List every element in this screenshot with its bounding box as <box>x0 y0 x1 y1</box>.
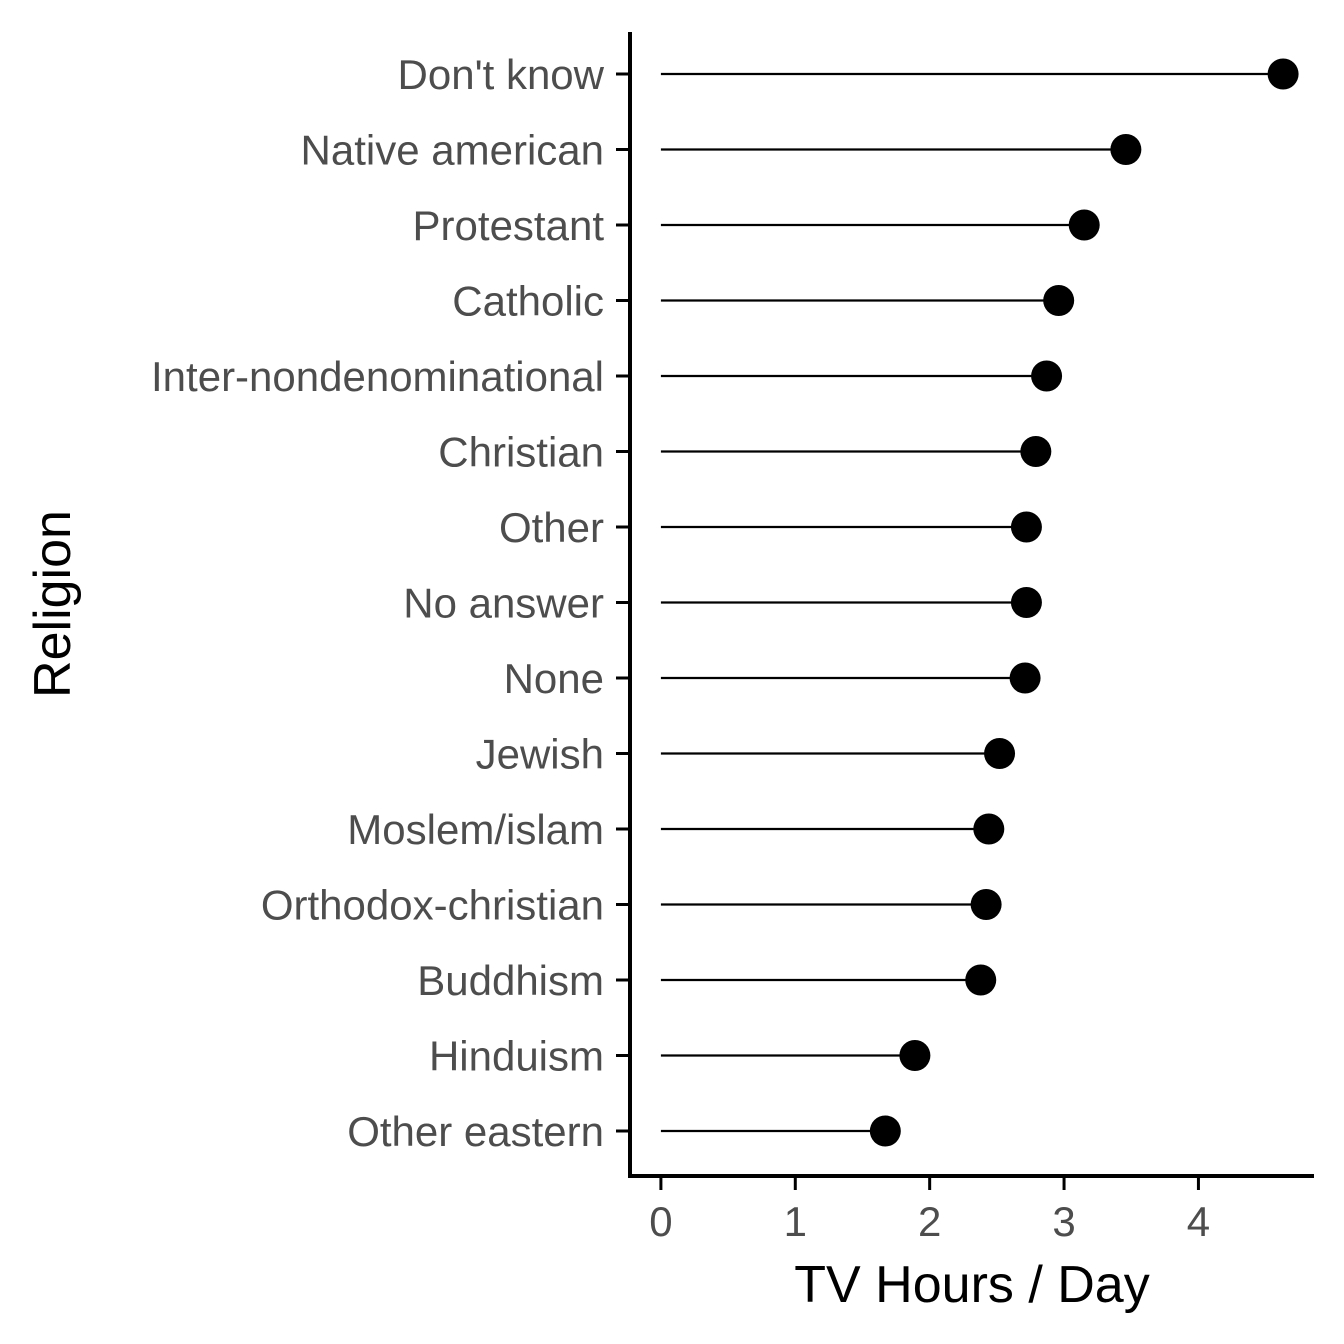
y-tick-label: Hinduism <box>429 1033 604 1080</box>
data-point <box>970 889 1002 920</box>
data-point <box>1068 209 1100 241</box>
data-point <box>984 738 1016 769</box>
y-axis-ticks: Don't know Native american Protestant Catho… <box>151 51 630 1155</box>
data-point <box>1010 511 1042 543</box>
data-point <box>1043 285 1075 316</box>
data-point <box>869 1115 901 1147</box>
plot-area <box>660 58 1299 1147</box>
y-tick-label: Buddhism <box>417 957 604 1004</box>
y-tick-label: Other <box>499 504 604 551</box>
y-tick-label: Jewish <box>476 731 604 778</box>
y-tick-label: Christian <box>438 429 604 476</box>
x-tick-label: 4 <box>1187 1198 1210 1245</box>
data-point <box>1010 587 1042 618</box>
y-tick-label: Native american <box>301 127 604 174</box>
data-point <box>899 1040 931 1071</box>
x-tick-label: 2 <box>918 1198 941 1245</box>
y-tick-label: Protestant <box>413 202 605 249</box>
y-tick-label: Inter-nondenominational <box>151 353 604 400</box>
data-point <box>1009 662 1041 694</box>
x-tick-label: 1 <box>784 1198 807 1245</box>
y-tick-label: Moslem/islam <box>347 806 604 853</box>
x-axis-ticks: 0 1 2 3 4 <box>649 1176 1210 1245</box>
data-point <box>1031 360 1063 392</box>
data-point <box>1020 436 1052 467</box>
y-tick-label: No answer <box>403 580 604 627</box>
data-point <box>965 964 997 996</box>
y-axis-title: Religion <box>24 510 82 698</box>
x-tick-label: 0 <box>649 1198 672 1245</box>
x-tick-label: 3 <box>1052 1198 1075 1245</box>
data-point <box>973 813 1005 845</box>
data-point <box>1267 58 1299 90</box>
x-axis-title: TV Hours / Day <box>794 1256 1149 1314</box>
y-tick-label: Don't know <box>398 51 605 98</box>
y-tick-label: None <box>504 655 604 702</box>
y-tick-label: Orthodox-christian <box>261 882 604 929</box>
y-tick-label: Other eastern <box>347 1108 604 1155</box>
y-tick-label: Catholic <box>452 278 604 325</box>
data-point <box>1110 134 1142 165</box>
